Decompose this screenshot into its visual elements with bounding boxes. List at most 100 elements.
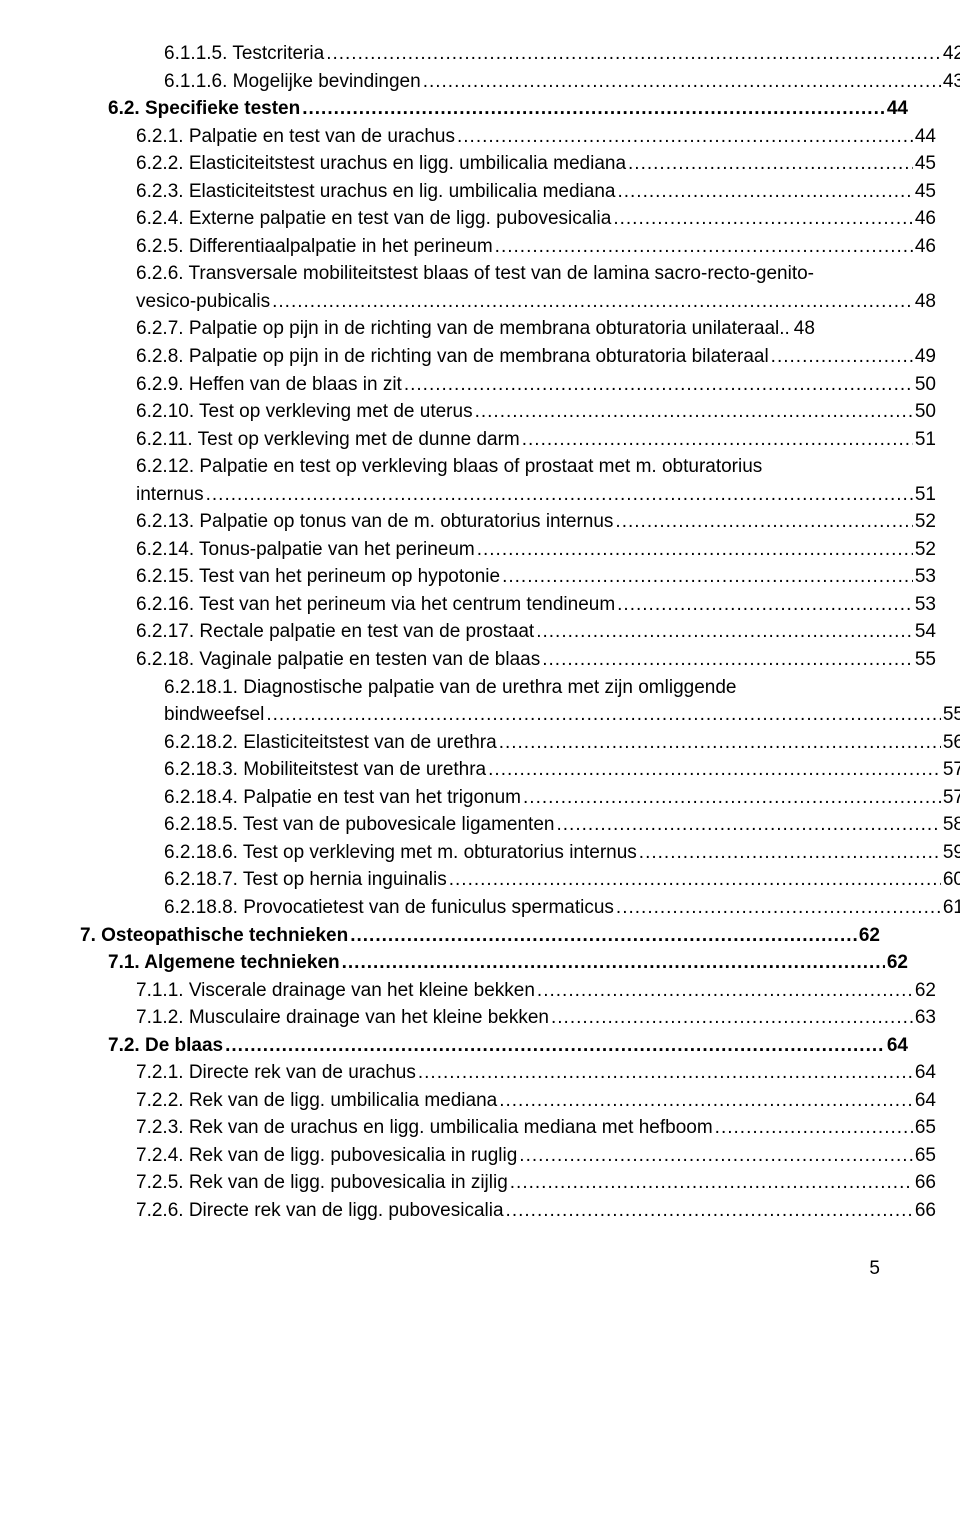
toc-entry-text: 6.2.8. Palpatie op pijn in de richting v… bbox=[136, 343, 769, 371]
toc-entry: 7.2.4. Rek van de ligg. pubovesicalia in… bbox=[80, 1142, 936, 1170]
toc-entry: 6.2.9. Heffen van de blaas in zit 50 bbox=[80, 371, 936, 399]
toc-entry: 6.2.1. Palpatie en test van de urachus 4… bbox=[80, 123, 936, 151]
toc-entry-page: 53 bbox=[915, 591, 936, 619]
toc-leader-dots bbox=[488, 756, 941, 784]
toc-entry: 6.2.18.5. Test van de pubovesicale ligam… bbox=[80, 811, 960, 839]
toc-leader-dots bbox=[536, 618, 913, 646]
toc-entry-page: 65 bbox=[915, 1142, 936, 1170]
toc-entry-text: 7.2. De blaas bbox=[108, 1032, 223, 1060]
toc-leader-dots bbox=[457, 123, 913, 151]
toc-entry-page: 62 bbox=[887, 949, 908, 977]
toc-leader-dots bbox=[418, 1059, 913, 1087]
toc-entry: vesico-pubicalis 48 bbox=[80, 288, 936, 316]
toc-entry-text: 6.2.9. Heffen van de blaas in zit bbox=[136, 371, 402, 399]
toc-leader-dots bbox=[537, 977, 913, 1005]
toc-page: 6.1.1.5. Testcriteria 426.1.1.6. Mogelij… bbox=[0, 0, 960, 1312]
toc-entry-text: 6.2.13. Palpatie op tonus van de m. obtu… bbox=[136, 508, 613, 536]
toc-leader-dots bbox=[715, 1114, 913, 1142]
toc-entry-page: 44 bbox=[887, 95, 908, 123]
toc-entry: 6.2.4. Externe palpatie en test van de l… bbox=[80, 205, 936, 233]
toc-entry: 6.2.7. Palpatie op pijn in de richting v… bbox=[80, 315, 936, 343]
toc-entry-text: 6.2.14. Tonus-palpatie van het perineum bbox=[136, 536, 475, 564]
toc-leader-dots bbox=[266, 701, 941, 729]
toc-entry-text: 6.2.15. Test van het perineum op hypoton… bbox=[136, 563, 500, 591]
toc-entry-page: 64 bbox=[915, 1059, 936, 1087]
toc-leader-dots bbox=[616, 894, 941, 922]
toc-entry-page: 48 bbox=[915, 288, 936, 316]
toc-entry: 7.2.2. Rek van de ligg. umbilicalia medi… bbox=[80, 1087, 936, 1115]
toc-entry-prefix: 6.2.6. Transversale mobiliteitstest blaa… bbox=[80, 260, 880, 288]
toc-leader-dots bbox=[225, 1032, 885, 1060]
toc-leader-dots bbox=[302, 95, 885, 123]
toc-entry-page: 62 bbox=[915, 977, 936, 1005]
toc-leader-dots bbox=[522, 426, 913, 454]
toc-entry-text: 6.1.1.5. Testcriteria bbox=[164, 40, 324, 68]
toc-entry: bindweefsel 55 bbox=[80, 701, 960, 729]
toc-leader-dots bbox=[272, 288, 913, 316]
toc-entry-text: 7.1.2. Musculaire drainage van het klein… bbox=[136, 1004, 549, 1032]
toc-entry-page: 42 bbox=[943, 40, 960, 68]
toc-entry-text: 7.2.6. Directe rek van de ligg. pubovesi… bbox=[136, 1197, 504, 1225]
toc-entry: 6.2.3. Elasticiteitstest urachus en lig.… bbox=[80, 178, 936, 206]
toc-entry-page: 50 bbox=[915, 398, 936, 426]
toc-entry-page: 54 bbox=[915, 618, 936, 646]
toc-entry-text: 6.2.18.1. Diagnostische palpatie van de … bbox=[164, 677, 736, 698]
toc-entry: 6.2.2. Elasticiteitstest urachus en ligg… bbox=[80, 150, 936, 178]
toc-entry: 6.2.11. Test op verkleving met de dunne … bbox=[80, 426, 936, 454]
toc-entry: 6.2.10. Test op verkleving met de uterus… bbox=[80, 398, 936, 426]
toc-entry-text: 6.2.17. Rectale palpatie en test van de … bbox=[136, 618, 534, 646]
toc-entry: 7.2.1. Directe rek van de urachus 64 bbox=[80, 1059, 936, 1087]
toc-entry: 6.2.17. Rectale palpatie en test van de … bbox=[80, 618, 936, 646]
toc-entry-text: 6.2.6. Transversale mobiliteitstest blaa… bbox=[136, 263, 814, 284]
toc-entry-text: 6.2.18.2. Elasticiteitstest van de ureth… bbox=[164, 729, 497, 757]
toc-entry-page: 46 bbox=[915, 233, 936, 261]
toc-entry-page: 65 bbox=[915, 1114, 936, 1142]
toc-entry-page: 45 bbox=[915, 178, 936, 206]
toc-entry-page: 57 bbox=[943, 784, 960, 812]
toc-entry: 6.2. Specifieke testen 44 bbox=[80, 95, 908, 123]
toc-entry: 6.2.8. Palpatie op pijn in de richting v… bbox=[80, 343, 936, 371]
toc-entry-page: 66 bbox=[915, 1197, 936, 1225]
toc-entry-text: 6.2.12. Palpatie en test op verkleving b… bbox=[136, 456, 762, 477]
toc-entry: 6.2.13. Palpatie op tonus van de m. obtu… bbox=[80, 508, 936, 536]
toc-leader-dots bbox=[615, 508, 912, 536]
toc-entry: 6.1.1.5. Testcriteria 42 bbox=[80, 40, 960, 68]
toc-entry-page: 45 bbox=[915, 150, 936, 178]
toc-entry-page: 58 bbox=[943, 811, 960, 839]
toc-leader-dots bbox=[449, 866, 941, 894]
toc-entry-text: vesico-pubicalis bbox=[136, 288, 270, 316]
toc-entry: 6.2.14. Tonus-palpatie van het perineum … bbox=[80, 536, 936, 564]
toc-entry: 6.1.1.6. Mogelijke bevindingen 43 bbox=[80, 68, 960, 96]
toc-entry-text: 6.2.2. Elasticiteitstest urachus en ligg… bbox=[136, 150, 626, 178]
toc-entry-text: 6.2.5. Differentiaalpalpatie in het peri… bbox=[136, 233, 493, 261]
toc-leader-dots bbox=[506, 1197, 913, 1225]
toc-entry: 6.2.18. Vaginale palpatie en testen van … bbox=[80, 646, 936, 674]
toc-entry-page: 44 bbox=[915, 123, 936, 151]
toc-leader-dots bbox=[542, 646, 913, 674]
toc-entry-text: 6.2.7. Palpatie op pijn in de richting v… bbox=[136, 315, 790, 343]
toc-entry-text: internus bbox=[136, 481, 204, 509]
toc-entry: 7.2.6. Directe rek van de ligg. pubovesi… bbox=[80, 1197, 936, 1225]
toc-leader-dots bbox=[771, 343, 913, 371]
toc-entry-text: 6.2.18.7. Test op hernia inguinalis bbox=[164, 866, 447, 894]
toc-entry-page: 61 bbox=[943, 894, 960, 922]
toc-entry-page: 60 bbox=[943, 866, 960, 894]
toc-leader-dots bbox=[551, 1004, 913, 1032]
toc-entry-page: 64 bbox=[887, 1032, 908, 1060]
toc-leader-dots bbox=[510, 1169, 913, 1197]
toc-leader-dots bbox=[206, 481, 913, 509]
toc-entry-page: 62 bbox=[859, 922, 880, 950]
toc-leader-dots bbox=[502, 563, 913, 591]
toc-leader-dots bbox=[499, 1087, 913, 1115]
toc-entry-text: 6.2. Specifieke testen bbox=[108, 95, 300, 123]
toc-entry-text: 6.2.3. Elasticiteitstest urachus en lig.… bbox=[136, 178, 615, 206]
toc-entry-page: 52 bbox=[915, 508, 936, 536]
toc-entry-page: 63 bbox=[915, 1004, 936, 1032]
toc-entry-page: 53 bbox=[915, 563, 936, 591]
toc-leader-dots bbox=[342, 949, 885, 977]
toc-leader-dots bbox=[326, 40, 941, 68]
toc-entry: 7.1.2. Musculaire drainage van het klein… bbox=[80, 1004, 936, 1032]
toc-entry: 7.1.1. Viscerale drainage van het kleine… bbox=[80, 977, 936, 1005]
page-number: 5 bbox=[80, 1255, 880, 1283]
toc-entry: 6.2.18.7. Test op hernia inguinalis 60 bbox=[80, 866, 960, 894]
